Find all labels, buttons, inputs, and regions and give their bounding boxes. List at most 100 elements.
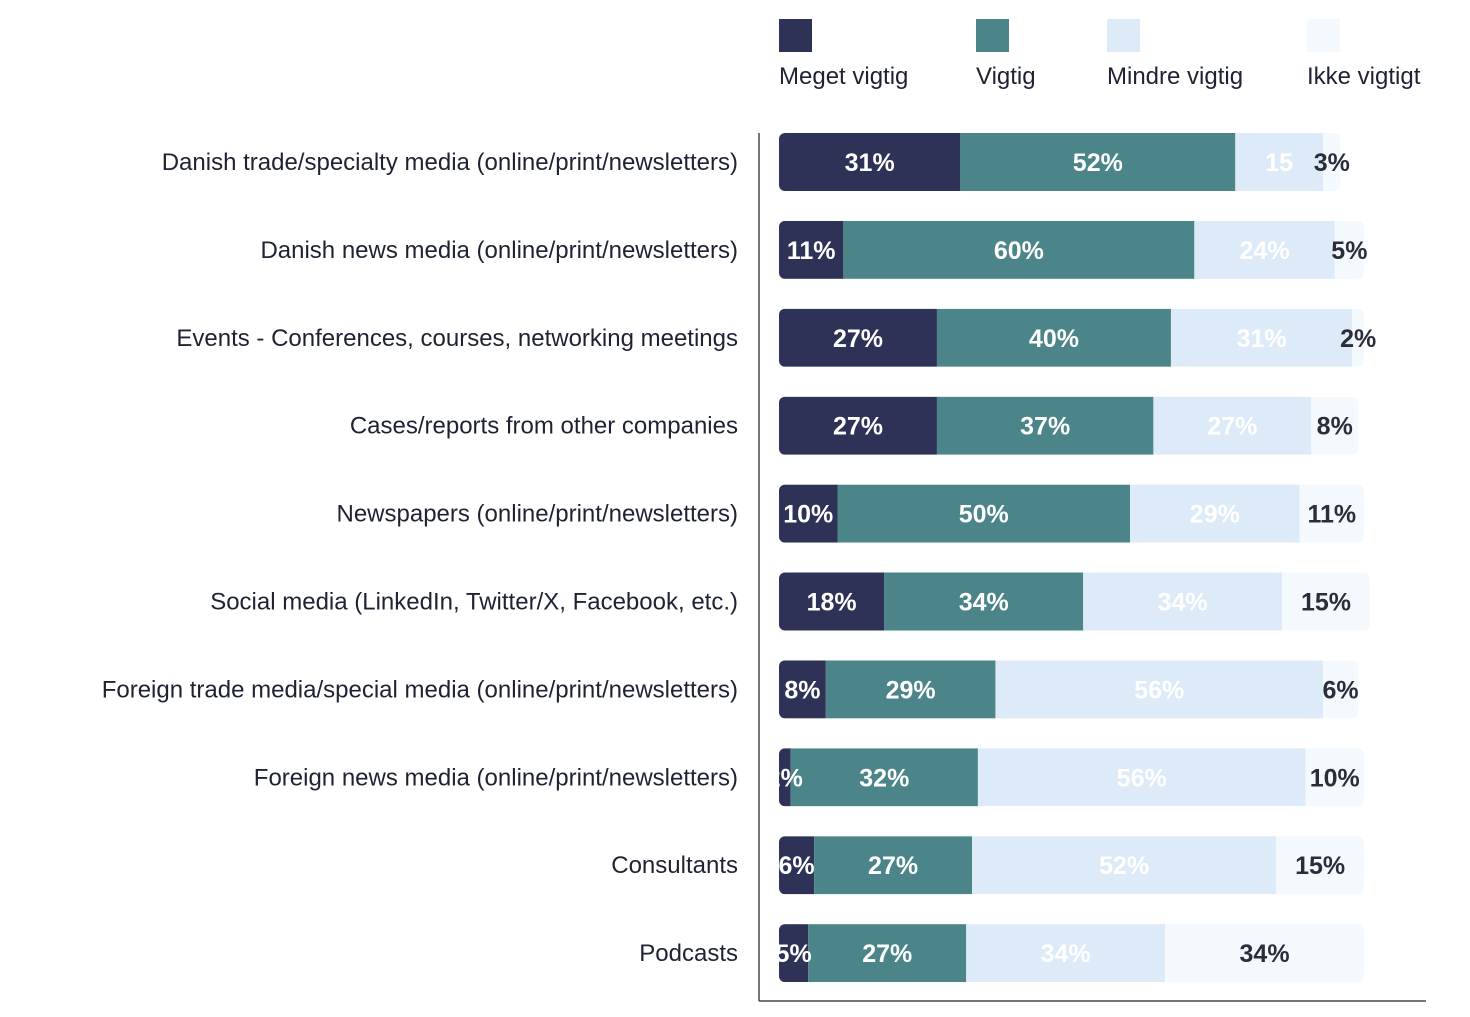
data-label-vigtig: 27% <box>862 940 912 968</box>
bar-segment-vigtig <box>790 748 978 807</box>
legend-label-vigtig: Vigtig <box>976 63 1036 90</box>
data-label-mindre-vigtig: 27% <box>1207 413 1257 441</box>
data-label-meget-vigtig: 2% <box>767 764 803 792</box>
category-labels: Danish trade/specialty media (online/pri… <box>102 149 738 967</box>
bar-segment-ikke-vigtigt <box>1323 660 1359 719</box>
bar-segment-ikke-vigtigt <box>1323 133 1341 191</box>
legend: Meget vigtig Vigtig Mindre vigtig Ikke vigt… <box>779 19 1421 90</box>
data-label-ikke-vigtigt: 3% <box>1314 149 1350 177</box>
bar-segment-ikke-vigtigt <box>1282 572 1370 631</box>
data-label-mindre-vigtig: 52% <box>1099 852 1149 880</box>
category-label: Danish trade/specialty media (online/pri… <box>162 149 738 176</box>
category-label: Foreign trade media/special media (onlin… <box>102 676 738 703</box>
category-label: Consultants <box>611 852 738 879</box>
data-label-meget-vigtig: 11% <box>787 237 836 265</box>
bar-segment-vigtig <box>936 308 1171 367</box>
bar-row: 18% 34% 34% 15% <box>779 572 1370 631</box>
data-label-ikke-vigtigt: 15% <box>1301 589 1351 617</box>
data-label-ikke-vigtigt: 15% <box>1295 852 1345 880</box>
category-label: Cases/reports from other companies <box>350 413 738 440</box>
bar-segment-mindre-vigtig <box>995 660 1324 719</box>
data-label-meget-vigtig: 27% <box>833 325 883 353</box>
bar-segment-mindre-vigtig <box>966 924 1166 983</box>
bar-segment-meget-vigtig <box>779 220 844 279</box>
data-label-vigtig: 60% <box>994 237 1044 265</box>
bar-segment-vigtig <box>960 133 1236 191</box>
bar-segment-ikke-vigtigt <box>1334 220 1364 279</box>
bar-segment-vigtig <box>814 836 973 895</box>
bar-row: 8% 29% 56% 6% <box>779 660 1359 719</box>
bar-segment-vigtig <box>884 572 1084 631</box>
bar-segment-ikke-vigtigt <box>1352 308 1364 367</box>
data-label-mindre-vigtig: 34% <box>1041 940 1091 968</box>
bar-segment-meget-vigtig <box>779 396 937 455</box>
category-label: Events - Conferences, courses, networkin… <box>176 325 738 352</box>
bar-segment-ikke-vigtigt <box>1299 484 1364 543</box>
legend-label-mindre-vigtig: Mindre vigtig <box>1107 63 1243 90</box>
bar-segment-mindre-vigtig <box>1194 220 1335 279</box>
bar-segment-mindre-vigtig <box>1153 396 1312 455</box>
data-label-vigtig: 29% <box>886 676 936 704</box>
bar-segment-meget-vigtig <box>779 924 809 983</box>
data-label-ikke-vigtigt: 11% <box>1307 501 1356 529</box>
category-label: Podcasts <box>639 940 738 967</box>
bar-row: 6% 27% 52% 15% <box>778 836 1364 895</box>
bar-segment-vigtig <box>936 396 1154 455</box>
bar-segment-mindre-vigtig <box>1083 572 1283 631</box>
legend-swatch-vigtig <box>976 19 1009 52</box>
bar-segment-ikke-vigtigt <box>1276 836 1364 895</box>
bar-row: 27% 37% 27% 8% <box>779 396 1359 455</box>
category-label: Foreign news media (online/print/newslet… <box>254 764 738 791</box>
bar-segment-meget-vigtig <box>779 660 826 719</box>
bars: 31% 52% 15 3% 11% 60% 24% 5% 27% 40% 31% 2% 27% 37% 27… <box>767 133 1376 983</box>
bar-segment-ikke-vigtigt <box>1305 748 1364 807</box>
bar-row: 27% 40% 31% 2% <box>779 308 1376 367</box>
data-label-ikke-vigtigt: 34% <box>1240 940 1290 968</box>
category-label: Social media (LinkedIn, Twitter/X, Faceb… <box>210 589 738 616</box>
legend-label-meget-vigtig: Meget vigtig <box>779 63 908 90</box>
data-label-vigtig: 52% <box>1073 149 1123 177</box>
bar-segment-ikke-vigtigt <box>1165 924 1364 983</box>
data-label-vigtig: 34% <box>959 589 1009 617</box>
bar-segment-mindre-vigtig <box>972 836 1277 895</box>
bar-row: 10% 50% 29% 11% <box>779 484 1364 543</box>
bar-segment-meget-vigtig <box>779 308 937 367</box>
bar-row: 31% 52% 15 3% <box>779 133 1350 191</box>
data-label-vigtig: 40% <box>1029 325 1079 353</box>
data-label-meget-vigtig: 31% <box>845 149 895 177</box>
bar-segment-vigtig <box>843 220 1195 279</box>
legend-swatch-mindre-vigtig <box>1107 19 1140 52</box>
data-label-meget-vigtig: 8% <box>784 676 820 704</box>
data-label-mindre-vigtig: 56% <box>1134 676 1184 704</box>
data-label-ikke-vigtigt: 5% <box>1331 237 1367 265</box>
data-label-mindre-vigtig: 34% <box>1158 589 1208 617</box>
data-label-mindre-vigtig: 31% <box>1237 325 1287 353</box>
data-label-meget-vigtig: 5% <box>776 940 812 968</box>
bar-row: 2% 32% 56% 10% <box>767 748 1364 807</box>
bar-segment-mindre-vigtig <box>977 748 1306 807</box>
legend-label-ikke-vigtigt: Ikke vigtigt <box>1307 63 1421 90</box>
data-label-meget-vigtig: 6% <box>778 852 814 880</box>
data-label-ikke-vigtigt: 10% <box>1310 764 1360 792</box>
bar-segment-vigtig <box>808 924 967 983</box>
category-label: Danish news media (online/print/newslett… <box>260 237 738 264</box>
bar-row: 11% 60% 24% 5% <box>779 220 1367 279</box>
data-label-mindre-vigtig: 15 <box>1265 149 1293 177</box>
data-label-ikke-vigtigt: 6% <box>1323 676 1359 704</box>
category-label: Newspapers (online/print/newsletters) <box>336 501 738 528</box>
bar-segment-meget-vigtig <box>779 836 815 895</box>
bar-segment-mindre-vigtig <box>1235 133 1324 191</box>
data-label-meget-vigtig: 10% <box>783 501 833 529</box>
data-label-vigtig: 27% <box>868 852 918 880</box>
data-label-meget-vigtig: 18% <box>807 589 857 617</box>
bar-segment-meget-vigtig <box>779 133 961 191</box>
data-label-mindre-vigtig: 29% <box>1190 501 1240 529</box>
data-label-ikke-vigtigt: 8% <box>1317 413 1353 441</box>
bar-segment-meget-vigtig <box>779 572 885 631</box>
data-label-mindre-vigtig: 24% <box>1240 237 1290 265</box>
bar-segment-meget-vigtig <box>779 484 838 543</box>
data-label-vigtig: 37% <box>1020 413 1070 441</box>
bar-segment-ikke-vigtigt <box>1311 396 1359 455</box>
data-label-vigtig: 50% <box>959 501 1009 529</box>
